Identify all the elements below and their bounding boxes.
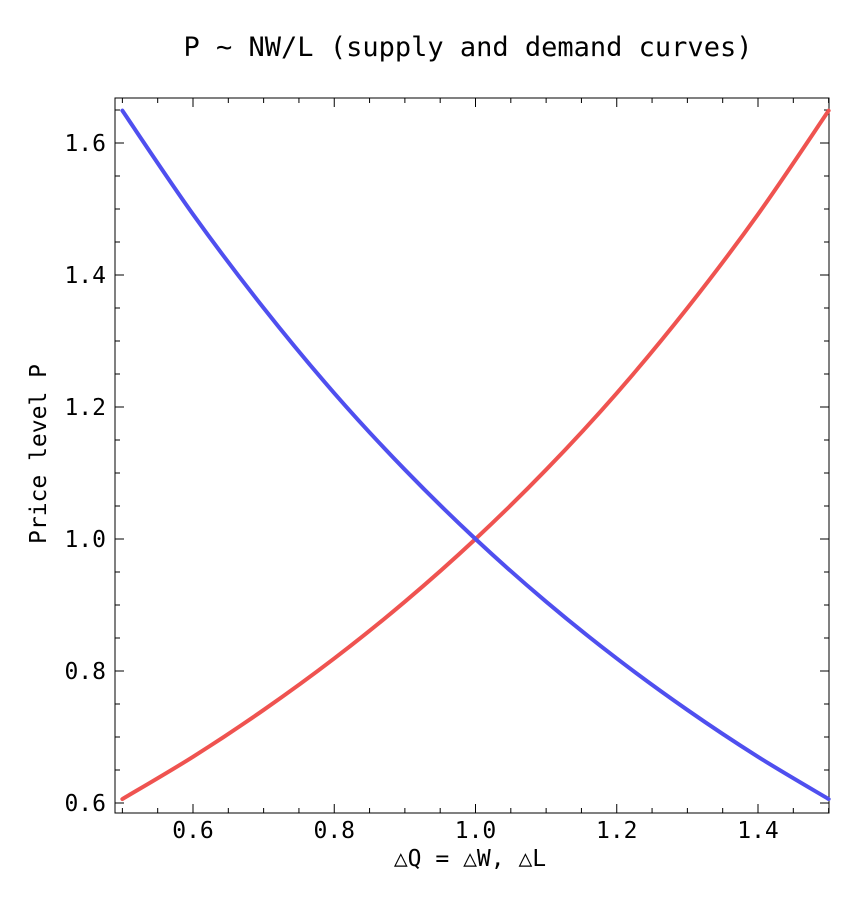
y-tick-label: 1.2 — [64, 395, 106, 421]
series-line-rising — [120, 108, 831, 802]
ticks: 0.6 0.8 1.0 1.2 1.4 0.6 0.8 1.0 1.2 1.4 1.6 — [64, 98, 830, 844]
x-tick-label: 1.0 — [455, 818, 497, 844]
x-axis-label: △Q = △W, △L — [394, 846, 546, 872]
y-tick-label: 1.4 — [64, 263, 106, 289]
y-axis-label: Price level P — [26, 364, 52, 544]
plot-frame — [114, 97, 830, 814]
y-tick-label: 1.0 — [64, 527, 106, 553]
x-tick-label: 0.8 — [313, 818, 355, 844]
x-tick-label: 1.4 — [737, 818, 779, 844]
y-tick-label: 0.6 — [64, 791, 106, 817]
x-tick-label: 0.6 — [172, 818, 214, 844]
series-line-falling — [120, 108, 831, 802]
y-tick-label: 0.8 — [64, 659, 106, 685]
series-layer — [120, 108, 831, 802]
x-tick-label: 1.2 — [596, 818, 638, 844]
chart-title: P ~ NW/L (supply and demand curves) — [184, 32, 753, 63]
y-tick-label: 1.6 — [64, 131, 106, 157]
